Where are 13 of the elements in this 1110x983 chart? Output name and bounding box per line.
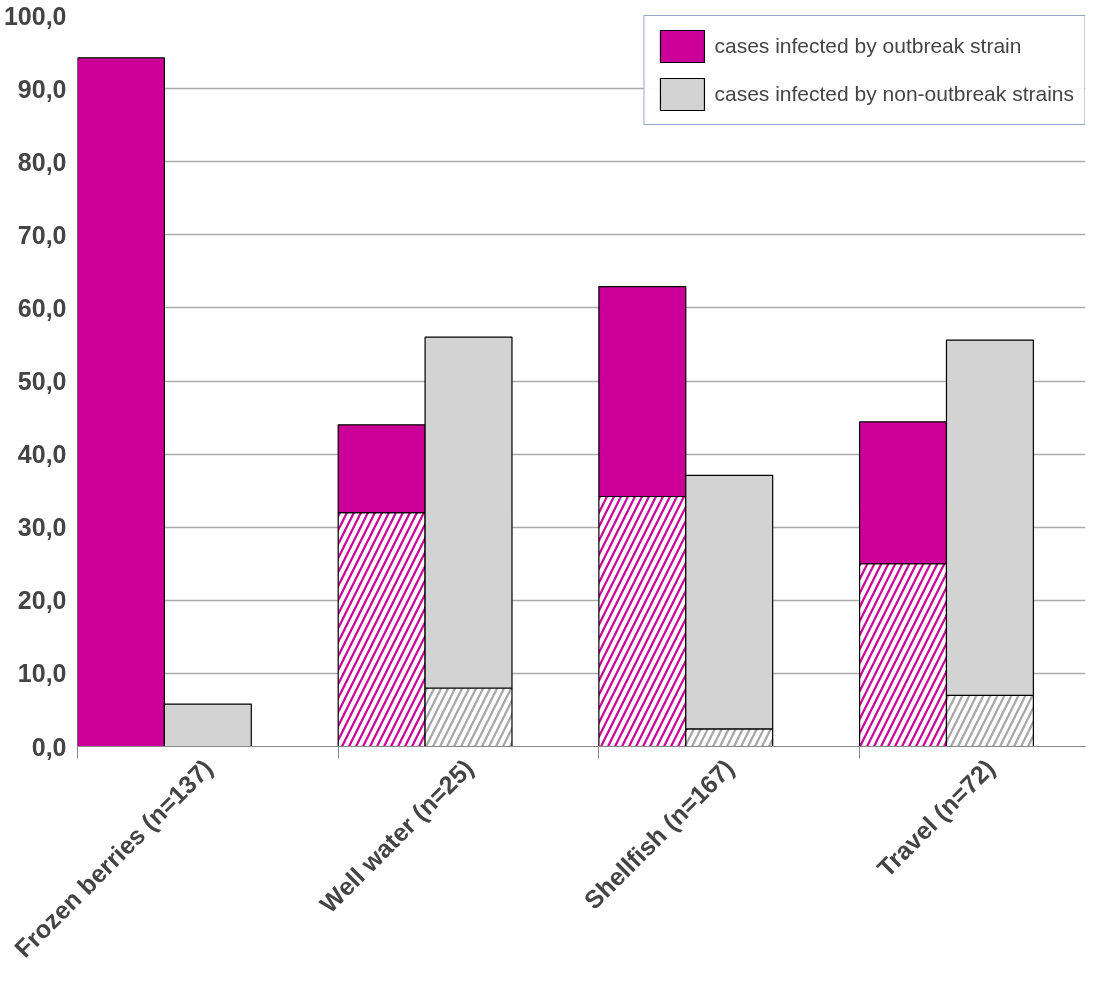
- y-tick-label: 100,0: [3, 1, 67, 30]
- y-tick-label: 70,0: [17, 220, 67, 249]
- y-tick-label: 60,0: [17, 293, 67, 322]
- y-tick-label: 80,0: [17, 147, 67, 176]
- y-tick-label: 0,0: [31, 732, 67, 761]
- y-tick-label: 20,0: [17, 586, 67, 615]
- y-tick-label: 90,0: [17, 74, 67, 103]
- y-tick-label: 50,0: [17, 367, 67, 395]
- legend-label: cases infected by non-outbreak strains: [714, 82, 1074, 106]
- y-tick-label: 40,0: [17, 440, 67, 469]
- legend-label: cases infected by outbreak strain: [714, 34, 1022, 58]
- y-tick-label: 10,0: [17, 659, 67, 688]
- y-tick-label: 30,0: [17, 513, 67, 542]
